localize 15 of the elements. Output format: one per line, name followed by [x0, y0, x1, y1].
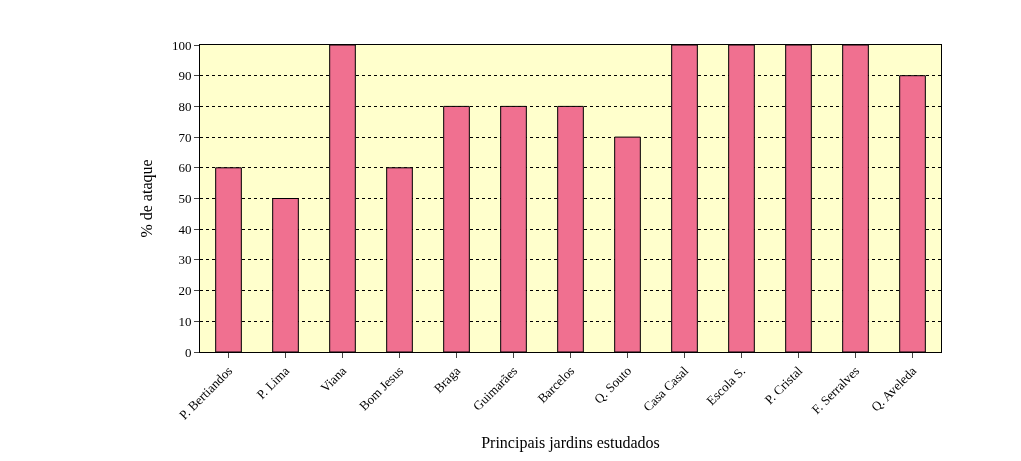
y-tick-label: 80: [178, 98, 192, 114]
y-tick-label: 0: [184, 344, 192, 360]
y-tick-label: 20: [178, 283, 192, 299]
y-tick-label: 60: [178, 160, 192, 176]
y-tick-label: 70: [178, 129, 192, 145]
y-tick-label: 100: [171, 37, 192, 53]
y-axis-title: % de ataque: [137, 159, 156, 238]
x-tick-label: Viana: [317, 363, 350, 396]
y-tick-label: 40: [178, 221, 192, 237]
y-tick-label: 90: [178, 68, 192, 84]
y-tick-label: 30: [178, 252, 192, 268]
y-tick-label: 10: [178, 313, 192, 329]
x-tick-label: P. Lima: [253, 363, 293, 402]
x-axis-title: Principais jardins estudados: [481, 434, 660, 453]
y-tick-label: 50: [178, 191, 192, 207]
